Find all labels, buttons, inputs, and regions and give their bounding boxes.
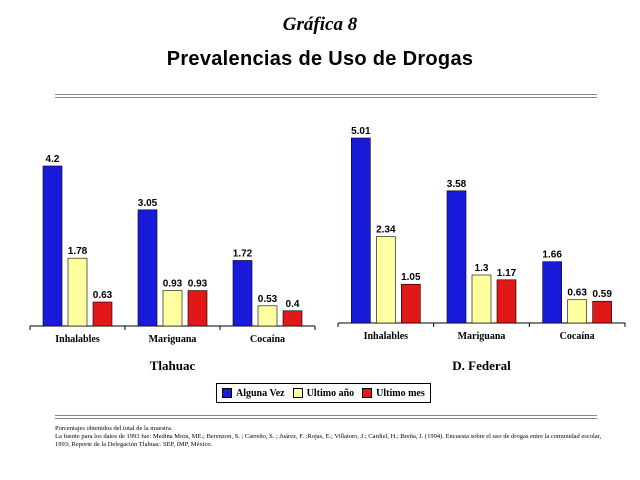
category-label-tlahuac: Mariguana [149, 334, 197, 345]
data-label-tlahuac: 1.72 [233, 248, 253, 259]
data-label-tlahuac: 1.78 [68, 246, 88, 257]
legend-swatch-ultimo-mes [362, 388, 373, 398]
bar-tlahuac-alguna-vez [232, 260, 253, 327]
data-label-tlahuac: 0.53 [258, 294, 278, 305]
legend-label-ultimo-anio: Ultimo año [306, 387, 355, 399]
data-label-tlahuac: 4.2 [46, 154, 60, 165]
data-label-tlahuac: 0.4 [286, 299, 300, 310]
data-label-d-federal: 1.3 [475, 263, 489, 274]
data-label-d-federal: 0.63 [567, 288, 587, 299]
data-label-tlahuac: 0.93 [163, 279, 183, 290]
bar-d-federal-ultimo-anio [567, 299, 587, 324]
bar-tlahuac-ultimo-mes [282, 310, 303, 327]
data-label-d-federal: 1.66 [542, 250, 562, 261]
bar-d-federal-ultimo-mes [401, 283, 421, 324]
bottom-divider [55, 415, 597, 416]
panel-title-tlahuac: Tlahuac [150, 358, 196, 373]
legend-item-ultimo-mes: Ultimo mes [362, 388, 425, 399]
data-label-d-federal: 3.58 [447, 179, 467, 190]
top-divider-2 [55, 97, 597, 98]
bar-d-federal-ultimo-anio [471, 274, 492, 324]
data-label-tlahuac: 3.05 [138, 198, 158, 209]
data-label-tlahuac: 0.63 [93, 290, 113, 301]
legend-swatch-alguna-vez [222, 388, 232, 398]
bar-tlahuac-alguna-vez [42, 165, 63, 327]
legend-swatch-ultimo-anio [292, 388, 303, 398]
data-label-d-federal: 1.05 [401, 272, 421, 283]
bar-tlahuac-ultimo-anio [67, 257, 88, 327]
bar-d-federal-alguna-vez [446, 190, 467, 324]
chart-legend: Alguna Vez Ultimo año Ultimo mes [216, 383, 431, 403]
bar-d-federal-alguna-vez [351, 137, 371, 324]
data-label-d-federal: 1.17 [497, 268, 517, 279]
bar-tlahuac-ultimo-anio [162, 290, 183, 327]
legend-label-alguna-vez: Alguna Vez [236, 387, 285, 399]
data-label-d-federal: 5.01 [351, 126, 371, 137]
data-label-tlahuac: 0.93 [188, 279, 208, 290]
legend-item-ultimo-anio: Ultimo año [292, 387, 355, 399]
bar-tlahuac-alguna-vez [137, 209, 158, 327]
bar-tlahuac-ultimo-anio [257, 305, 278, 327]
category-label-tlahuac: Cocaína [250, 334, 285, 345]
source-notes: Porcentajes obtenidos del total de la mu… [55, 425, 615, 449]
category-label-d-federal: Mariguana [458, 331, 506, 342]
bar-d-federal-ultimo-mes [496, 279, 517, 324]
note-source: La fuente para los datos de 1993 fue: Me… [55, 433, 602, 448]
legend-label-ultimo-mes: Ultimo mes [376, 387, 425, 399]
note-sample: Porcentajes obtenidos del total de la mu… [55, 425, 173, 432]
category-label-d-federal: Cocaína [560, 331, 595, 342]
bottom-divider-2 [55, 418, 597, 419]
page-title: Prevalencias de Uso de Drogas [166, 48, 474, 70]
bar-d-federal-ultimo-anio [376, 236, 396, 324]
category-label-tlahuac: Inhalables [55, 334, 100, 345]
figure-number: Gráfica 8 [282, 14, 358, 35]
bar-d-federal-alguna-vez [542, 261, 562, 324]
bar-d-federal-ultimo-mes [592, 300, 612, 324]
top-divider [55, 94, 597, 95]
data-label-d-federal: 2.34 [376, 225, 396, 236]
panel-title-d-federal: D. Federal [452, 358, 511, 373]
bar-tlahuac-ultimo-mes [92, 301, 113, 327]
category-label-d-federal: Inhalables [364, 331, 409, 342]
legend-item-alguna-vez: Alguna Vez [222, 388, 285, 399]
data-label-d-federal: 0.59 [592, 289, 612, 300]
bar-tlahuac-ultimo-mes [187, 290, 208, 327]
